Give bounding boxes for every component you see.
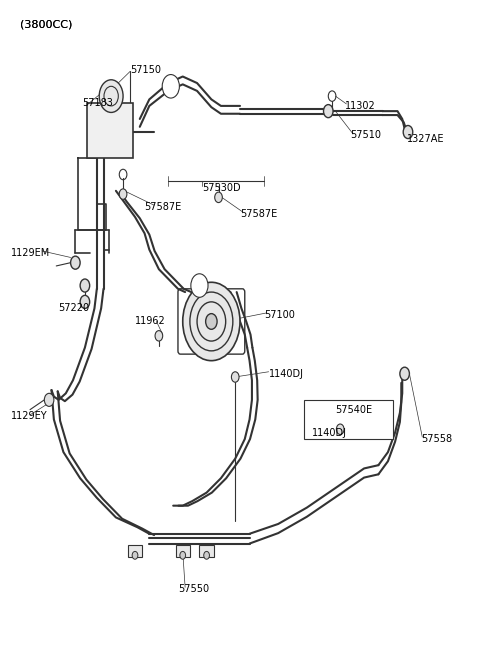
Text: 57558: 57558: [421, 434, 453, 444]
Text: 57510: 57510: [350, 131, 381, 140]
Text: A: A: [197, 281, 202, 290]
Text: 57220: 57220: [59, 304, 90, 314]
Text: 57100: 57100: [264, 310, 295, 320]
Text: A: A: [168, 82, 174, 91]
Text: 1129EY: 1129EY: [11, 411, 48, 421]
Circle shape: [204, 552, 209, 560]
Text: 11962: 11962: [135, 316, 166, 327]
Circle shape: [183, 282, 240, 361]
Bar: [304, 400, 393, 439]
Text: 57587E: 57587E: [144, 202, 182, 212]
Circle shape: [80, 279, 90, 292]
Text: 1140DJ: 1140DJ: [269, 369, 304, 379]
Circle shape: [155, 331, 163, 341]
Circle shape: [400, 367, 409, 380]
Text: 1129EM: 1129EM: [11, 248, 50, 258]
Circle shape: [403, 125, 413, 138]
Bar: [199, 545, 214, 557]
Text: (3800CC): (3800CC): [21, 19, 73, 30]
Text: 57150: 57150: [130, 65, 161, 75]
Text: 1140DJ: 1140DJ: [312, 428, 347, 438]
Circle shape: [336, 424, 344, 434]
Circle shape: [119, 189, 127, 199]
Circle shape: [80, 295, 90, 308]
Bar: [87, 102, 132, 158]
Text: 57183: 57183: [83, 98, 113, 108]
Text: 57587E: 57587E: [240, 209, 277, 218]
Circle shape: [44, 394, 54, 406]
Circle shape: [180, 552, 186, 560]
Circle shape: [162, 75, 180, 98]
Text: 57530D: 57530D: [202, 182, 240, 193]
Circle shape: [324, 104, 333, 117]
Bar: [128, 545, 142, 557]
Text: 1327AE: 1327AE: [407, 134, 444, 144]
Circle shape: [132, 552, 138, 560]
Circle shape: [231, 372, 239, 382]
Text: 11302: 11302: [345, 101, 376, 111]
Circle shape: [215, 192, 222, 203]
Circle shape: [71, 256, 80, 269]
Text: 57550: 57550: [178, 584, 209, 594]
Circle shape: [191, 274, 208, 297]
Text: 57540E: 57540E: [336, 405, 372, 415]
Circle shape: [205, 314, 217, 329]
Text: (3800CC): (3800CC): [21, 19, 73, 30]
Circle shape: [99, 80, 123, 112]
Bar: [176, 545, 190, 557]
